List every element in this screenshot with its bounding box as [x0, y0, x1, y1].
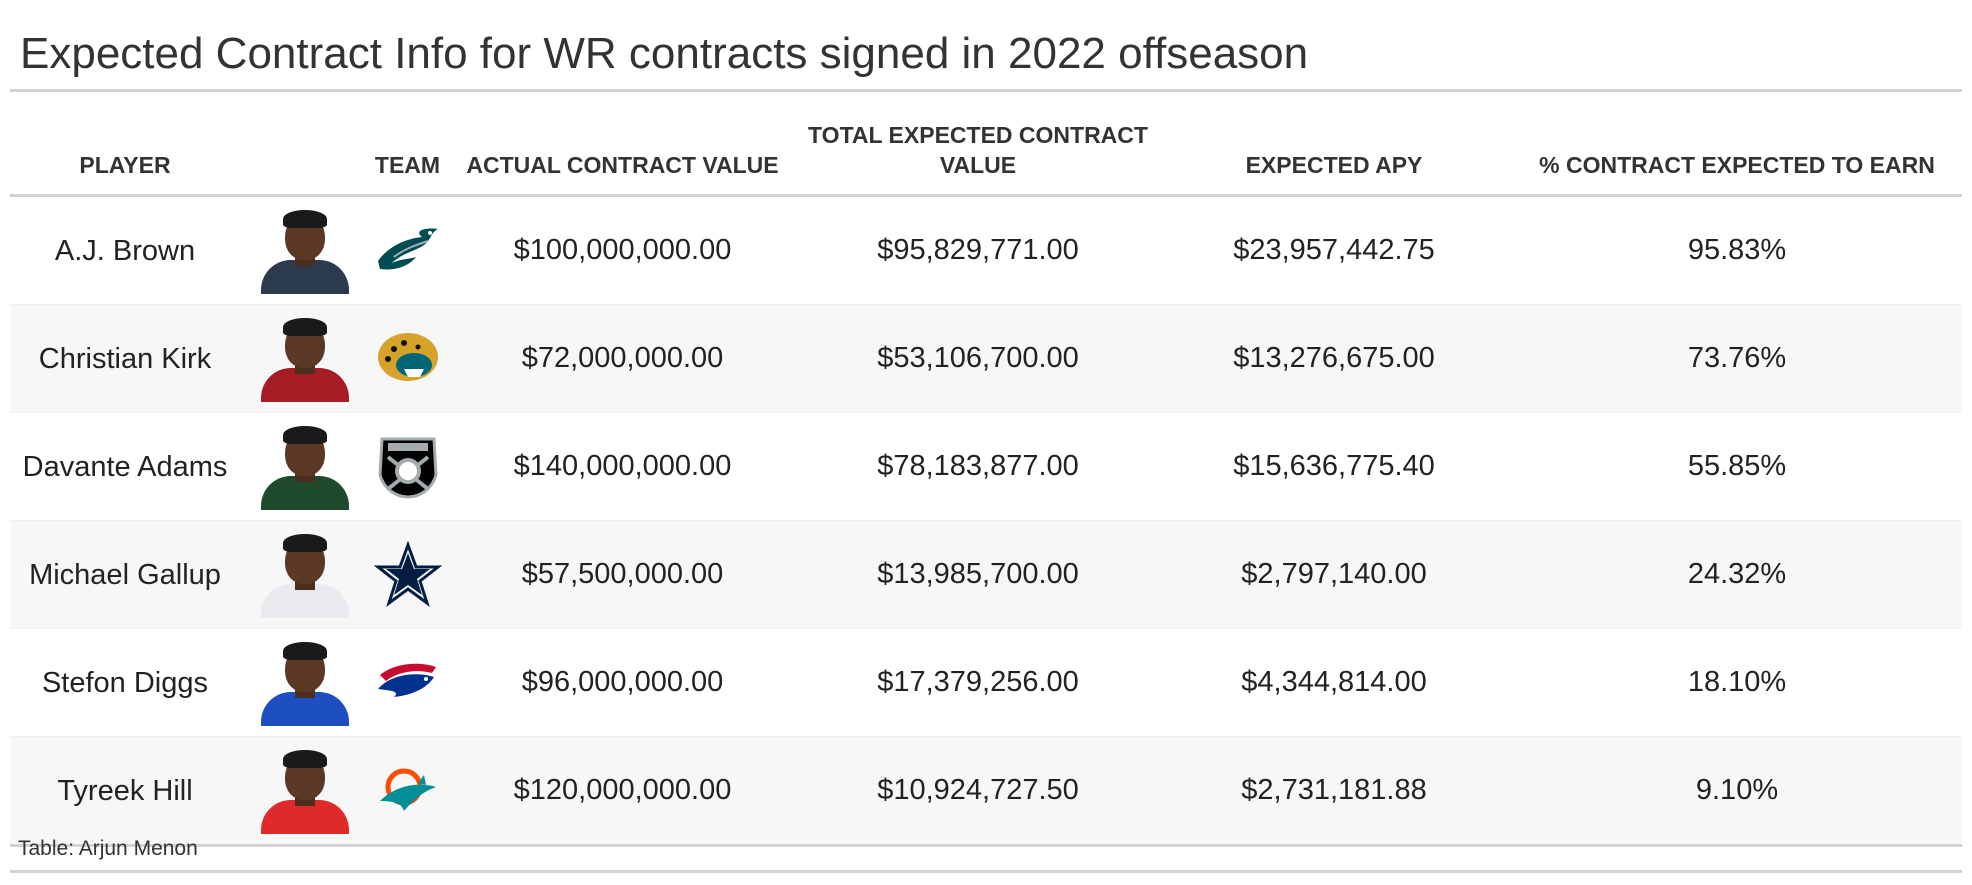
player-headshot-image [257, 532, 353, 618]
table-row: Michael Gallup $57,500,000.00 $13,985,700.… [10, 520, 1962, 629]
player-name-cell: Michael Gallup [10, 520, 240, 629]
total-expected-contract-value-cell: $10,924,727.50 [800, 736, 1156, 847]
title-divider [10, 89, 1962, 92]
table-row: Christian Kirk $72,000,000.00 $53,106,700.… [10, 304, 1962, 413]
expected-apy-cell: $2,731,181.88 [1156, 736, 1512, 847]
header-headshot [240, 92, 370, 197]
table-row: A.J. Brown $100,000,000.00 $95,829,771.00 $… [10, 195, 1962, 305]
player-headshot-image [257, 316, 353, 402]
player-name: Stefon Diggs [41, 666, 209, 699]
expected-apy-cell: $23,957,442.75 [1156, 195, 1512, 305]
actual-contract-value-cell: $100,000,000.00 [445, 195, 800, 305]
table-body: A.J. Brown $100,000,000.00 $95,829,771.00 $… [10, 195, 1962, 847]
headshot-cell [240, 304, 370, 413]
table-row: Davante Adams $140,000,000.00 $78,183,877.… [10, 412, 1962, 521]
percent-expected-to-earn-cell: 9.10% [1512, 736, 1962, 847]
team-logo-cell [370, 412, 445, 521]
header-total-expected-contract-value: TOTAL EXPECTED CONTRACT VALUE [800, 92, 1156, 197]
header-expected-apy: EXPECTED APY [1156, 92, 1512, 197]
header-percent-expected-to-earn: % CONTRACT EXPECTED TO EARN [1512, 92, 1962, 197]
header-actual-contract-value: ACTUAL CONTRACT VALUE [445, 92, 800, 197]
table-row: Tyreek Hill $120,000,000.00 $10,924,727.50… [10, 736, 1962, 847]
actual-contract-value-cell: $57,500,000.00 [445, 520, 800, 629]
actual-contract-value-cell: $96,000,000.00 [445, 628, 800, 737]
expected-apy-cell: $2,797,140.00 [1156, 520, 1512, 629]
header-team: TEAM [370, 92, 445, 197]
percent-expected-to-earn-cell: 95.83% [1512, 195, 1962, 305]
headshot-cell [240, 736, 370, 847]
total-expected-contract-value-cell: $17,379,256.00 [800, 628, 1156, 737]
total-expected-contract-value-cell: $95,829,771.00 [800, 195, 1156, 305]
dolphins-logo-icon [374, 757, 441, 825]
team-logo-cell [370, 304, 445, 413]
bills-logo-icon [374, 649, 441, 717]
actual-contract-value-cell: $72,000,000.00 [445, 304, 800, 413]
player-name: Davante Adams [22, 450, 228, 483]
player-name: Christian Kirk [38, 342, 212, 375]
percent-expected-to-earn-cell: 18.10% [1512, 628, 1962, 737]
headshot-cell [240, 520, 370, 629]
player-name: Tyreek Hill [57, 774, 193, 807]
total-expected-contract-value-cell: $13,985,700.00 [800, 520, 1156, 629]
player-headshot-image [257, 640, 353, 726]
actual-contract-value-cell: $140,000,000.00 [445, 412, 800, 521]
percent-expected-to-earn-cell: 24.32% [1512, 520, 1962, 629]
expected-apy-cell: $15,636,775.40 [1156, 412, 1512, 521]
cowboys-logo-icon [374, 540, 442, 609]
team-logo-cell [370, 628, 445, 737]
table-row: Stefon Diggs $96,000,000.00 $17,379,256.00… [10, 628, 1962, 737]
header-row: PLAYER TEAM ACTUAL CONTRACT VALUE TOTAL … [10, 92, 1962, 197]
headshot-cell [240, 195, 370, 305]
player-name: Michael Gallup [29, 558, 221, 591]
player-name-cell: Stefon Diggs [10, 628, 240, 737]
player-name: A.J. Brown [54, 234, 196, 267]
jaguars-logo-icon [374, 325, 441, 393]
player-headshot-image [257, 208, 353, 294]
player-name-cell: A.J. Brown [10, 195, 240, 305]
player-name-cell: Tyreek Hill [10, 736, 240, 847]
player-headshot-image [257, 424, 353, 510]
actual-contract-value-cell: $120,000,000.00 [445, 736, 800, 847]
headshot-cell [240, 628, 370, 737]
player-name-cell: Christian Kirk [10, 304, 240, 413]
player-name-cell: Davante Adams [10, 412, 240, 521]
table-source-caption: Table: Arjun Menon [18, 837, 198, 860]
footer-divider [10, 870, 1962, 873]
total-expected-contract-value-cell: $78,183,877.00 [800, 412, 1156, 521]
percent-expected-to-earn-cell: 73.76% [1512, 304, 1962, 413]
total-expected-contract-value-cell: $53,106,700.00 [800, 304, 1156, 413]
player-headshot-image [257, 748, 353, 834]
eagles-logo-icon [374, 217, 441, 285]
header-player: PLAYER [10, 92, 240, 197]
contract-table: PLAYER TEAM ACTUAL CONTRACT VALUE TOTAL … [10, 92, 1962, 847]
raiders-logo-icon [374, 433, 441, 501]
team-logo-cell [370, 520, 445, 629]
expected-apy-cell: $13,276,675.00 [1156, 304, 1512, 413]
headshot-cell [240, 412, 370, 521]
table-title: Expected Contract Info for WR contracts … [20, 29, 1309, 78]
team-logo-cell [370, 736, 445, 847]
team-logo-cell [370, 195, 445, 305]
percent-expected-to-earn-cell: 55.85% [1512, 412, 1962, 521]
expected-apy-cell: $4,344,814.00 [1156, 628, 1512, 737]
